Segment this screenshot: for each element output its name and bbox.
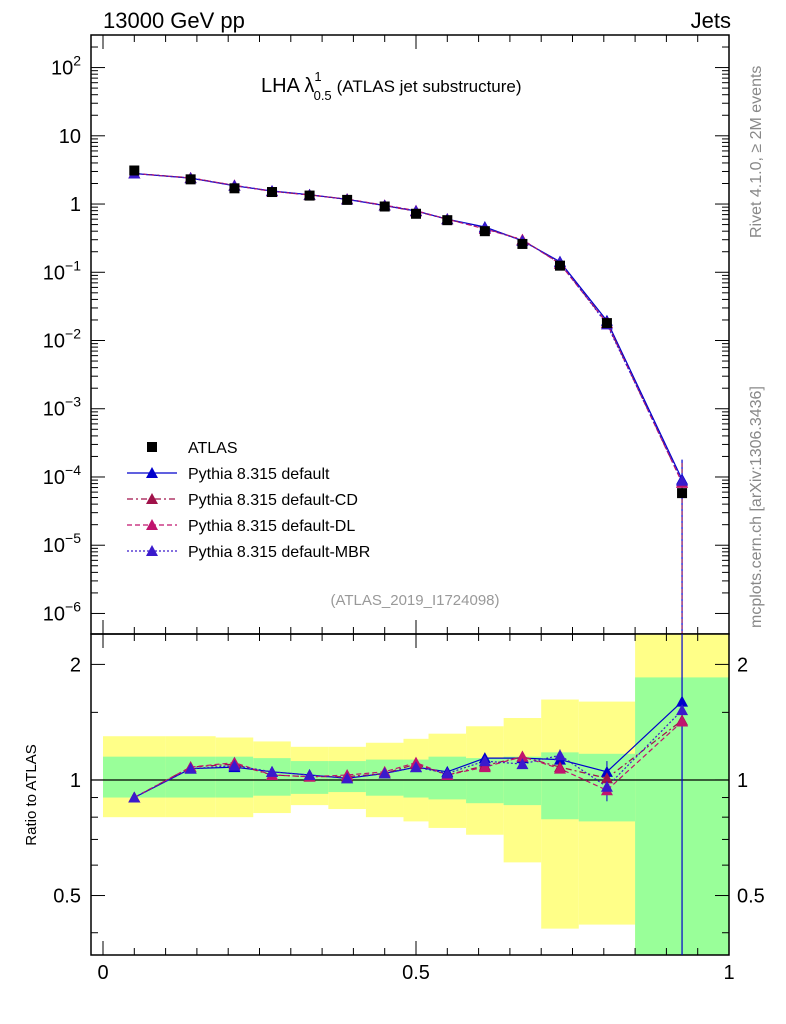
header-left: 13000 GeV pp [103,8,245,33]
legend-label: Pythia 8.315 default [188,466,330,483]
ratio-y-axis-label: Ratio to ATLAS [23,744,40,845]
ratio-marker [516,758,529,770]
x-tick-label: 0.5 [402,962,430,984]
ratio-y-tick-label: 1 [737,770,748,792]
mcplots-label: mcplots.cern.ch [arXiv:1306.3436] [748,386,765,628]
header-right: Jets [691,8,731,33]
legend-marker-atlas [147,442,157,452]
y-tick-label: 10−5 [43,530,81,557]
title-main: LHA λ [261,75,314,97]
ratio-line-dashed [134,721,683,799]
y-tick-label: 10−6 [43,598,81,625]
legend-marker [146,519,158,530]
title-suffix: (ATLAS jet substructure) [337,77,522,96]
y-tick-label: 10−4 [43,462,81,489]
main-panel: 10−6 10−5 10−4 10−3 10−2 10−1 1 10 102 [43,34,730,635]
main-frame [90,34,730,635]
ratio-marker [600,780,613,792]
ratio-marker [341,772,354,784]
ratio-y-tick-label: 0.5 [737,886,765,908]
legend-label: Pythia 8.315 default-DL [188,518,355,535]
ratio-marker [128,791,141,803]
ratio-marker [676,695,689,707]
ratio-y-tick-label: 2 [70,654,81,676]
ratio-line-dotted [134,709,683,799]
ratio-panel: 0.5 0.5 1 1 2 2 0 0.5 1 [53,633,765,984]
y-tick-label: 10−3 [43,394,81,421]
ratio-marker [184,762,197,774]
ratio-y-tick-label: 1 [70,770,81,792]
ratio-marker [228,759,241,771]
rivet-label: Rivet 4.1.0, ≥ 2M events [748,66,765,238]
mc-marker [676,474,689,486]
analysis-id: (ATLAS_2019_I1724098) [330,592,499,609]
ratio-marker [266,765,279,777]
mc-line-dashdot [134,172,683,483]
y-tick-label: 10−2 [43,326,81,353]
data-point [185,174,196,185]
legend-label: Pythia 8.315 default-CD [188,492,358,509]
legend-marker [146,467,158,478]
data-point [267,187,278,198]
y-tick-label: 1 [70,194,81,216]
mc-line-dotted [134,172,683,482]
ratio-marker [676,704,689,716]
uncertainty-band-inner [103,756,166,798]
y-tick-label: 102 [51,53,81,80]
data-point [601,318,612,329]
ratio-marker [600,765,613,777]
ratio-marker [441,767,454,779]
ratio-marker [303,769,316,781]
y-tick-label: 10 [59,126,81,148]
data-point [342,194,353,205]
ratio-marker [676,715,689,727]
legend-marker [146,493,158,504]
title-sup: 1 [314,69,321,84]
data-point [304,190,315,201]
data-point [479,226,490,237]
ratio-marker [478,755,491,767]
ratio-y-tick-label: 2 [737,654,748,676]
data-point [129,165,140,176]
x-tick-label: 0 [97,962,108,984]
ratio-line-dashdot [134,719,683,799]
legend-marker [146,545,158,556]
ratio-marker [378,767,391,779]
y-tick-label: 10−1 [43,257,81,284]
title-sub: 0.5 [314,88,332,103]
x-tick-label: 1 [723,962,734,984]
ratio-marker [478,761,491,773]
ratio-marker [553,762,566,774]
ratio-marker [600,772,613,784]
mc-line-solid [134,172,683,480]
data-point [517,238,528,249]
ratio-line-solid [134,701,683,799]
data-point [677,488,688,499]
data-point [411,208,421,219]
data-point [554,260,565,271]
data-point [229,183,240,194]
ratio-y-tick-label: 0.5 [53,886,81,908]
data-point [442,215,453,226]
legend-label: Pythia 8.315 default-MBR [188,544,370,561]
mc-line-dashed [134,172,683,484]
plot-title: LHA λ1 0.5 (ATLAS jet substructure) [261,69,522,103]
ratio-marker [553,749,566,761]
ratio-marker [516,750,529,762]
legend: ATLAS Pythia 8.315 default Pythia 8.315 de… [127,440,370,561]
ratio-marker [410,761,422,773]
legend-label: ATLAS [188,440,238,457]
data-point [379,201,390,212]
ratio-frame [90,633,730,956]
